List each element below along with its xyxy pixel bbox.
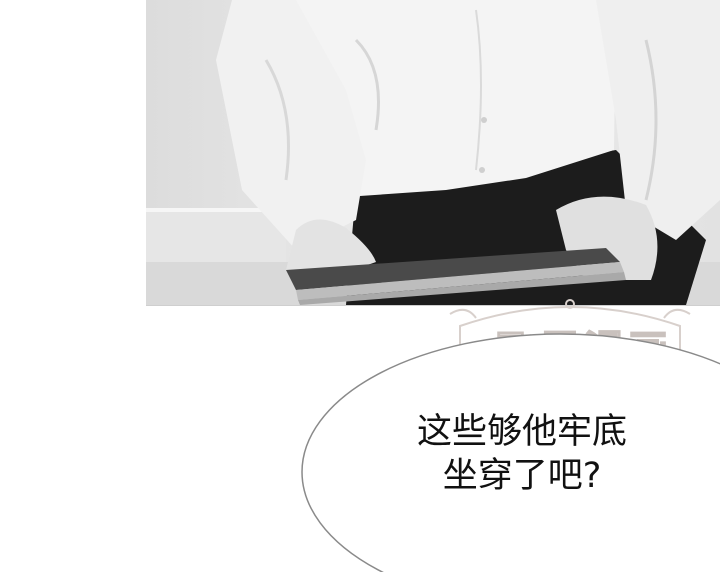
dialogue-line-1: 这些够他牢底	[416, 412, 627, 452]
dialogue-text: 这些够他牢底 坐穿了吧?	[372, 410, 672, 498]
dialogue-line-2: 坐穿了吧?	[442, 456, 602, 496]
shirt	[232, 0, 616, 196]
comic-panel	[146, 0, 720, 305]
left-hand	[286, 219, 376, 276]
tablet	[286, 248, 620, 290]
panel-illustration	[146, 0, 720, 305]
